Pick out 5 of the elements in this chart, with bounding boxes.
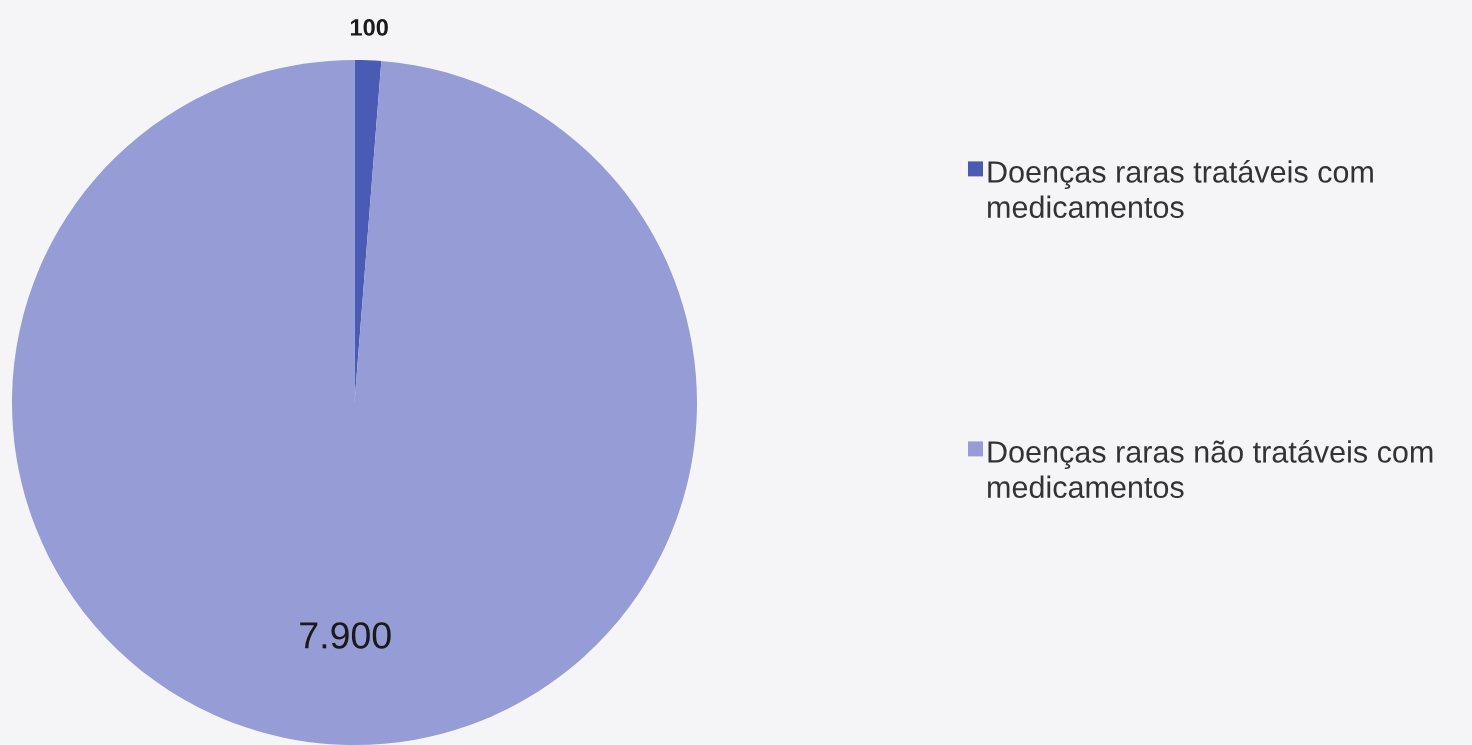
legend-label: Doenças raras não tratáveis com medicamentos [988, 440, 1433, 499]
data-label: 7.900 [300, 622, 391, 649]
legend-label: Doenças raras tratáveis com medicamentos [988, 160, 1373, 219]
data-label: 100 [350, 19, 388, 36]
pie-slice [12, 60, 697, 745]
